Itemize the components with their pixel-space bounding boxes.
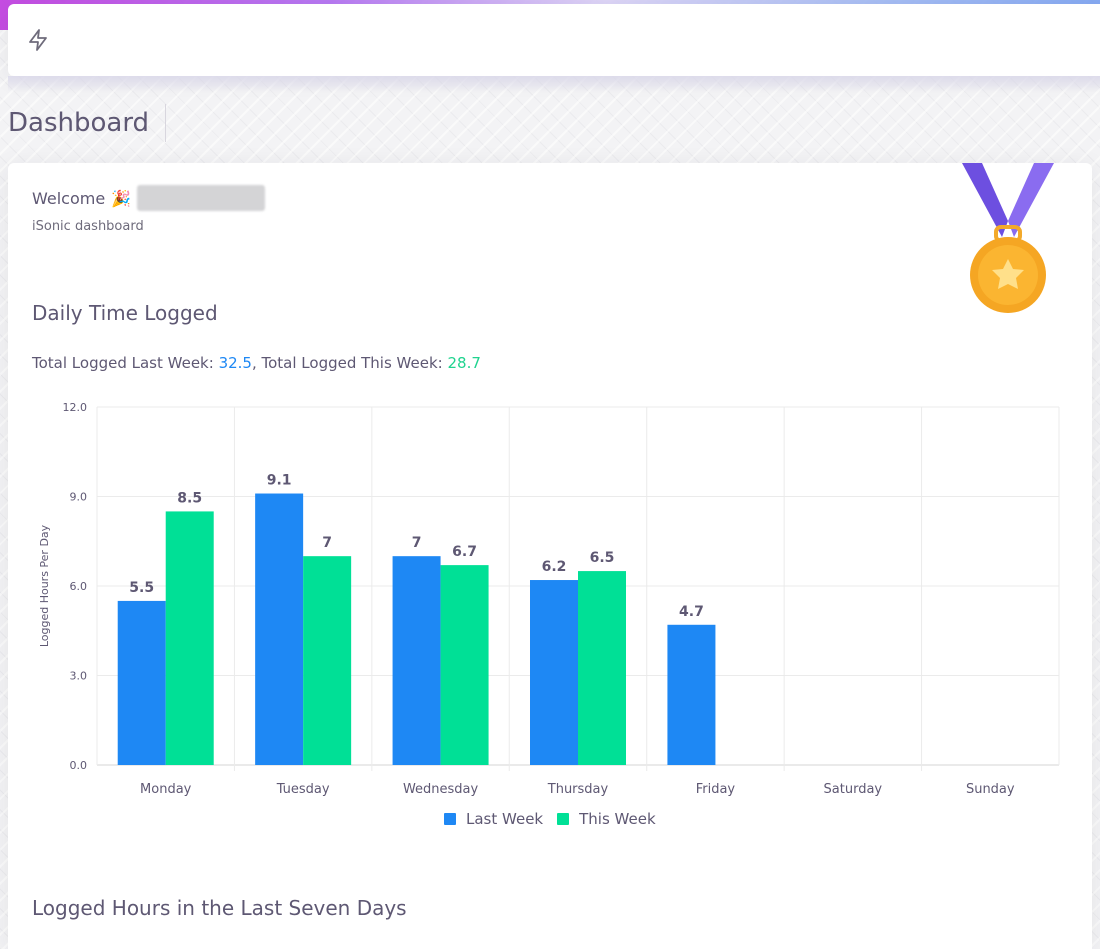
chart-data-labels: 5.5 8.5 9.1 7 7 6.7 6.2 6.5 4.7 [129, 473, 704, 620]
bar-last-week[interactable] [530, 580, 578, 765]
bar-value-label: 6.5 [590, 550, 615, 566]
bar-last-week[interactable] [392, 556, 441, 765]
legend-swatch-last-week [444, 813, 456, 825]
bar-value-label: 6.2 [542, 559, 567, 575]
bar-this-week[interactable] [303, 556, 352, 765]
legend-label-this-week: This Week [579, 810, 656, 828]
dashboard-subtitle: iSonic dashboard [32, 219, 144, 234]
bar-value-label: 5.5 [129, 580, 154, 596]
y-tick-label: 9.0 [70, 491, 88, 504]
x-tick-label: Tuesday [276, 782, 330, 797]
bar-value-label: 7 [322, 535, 332, 551]
legend-label-last-week: Last Week [466, 810, 544, 828]
medal-icon [962, 163, 1054, 313]
y-tick-label: 12.0 [63, 401, 88, 414]
x-tick-label: Saturday [824, 782, 883, 797]
bar-value-label: 7 [412, 535, 422, 551]
navbar-shadow [8, 76, 1100, 92]
bar-last-week[interactable] [117, 600, 166, 765]
y-tick-label: 3.0 [70, 670, 88, 683]
bar-this-week[interactable] [578, 571, 626, 765]
dashboard-card: Welcome 🎉 iSonic dashboard Daily Time Lo… [8, 163, 1092, 949]
daily-time-title: Daily Time Logged [32, 301, 218, 325]
party-popper-icon: 🎉 [111, 188, 132, 208]
daily-time-chart: 0.0 3.0 6.0 9.0 12.0 5.5 8.5 9.1 7 7 6.7 6.2 6.5 4.7… [38, 401, 1060, 797]
bar-value-label: 4.7 [679, 604, 704, 620]
bar-value-label: 9.1 [267, 473, 292, 489]
legend-item-this-week[interactable]: This Week [557, 810, 656, 828]
welcome-text: Welcome [32, 188, 106, 208]
top-navbar [8, 4, 1100, 76]
total-this-week-value: 28.7 [447, 354, 481, 372]
bolt-icon[interactable] [26, 28, 50, 52]
bar-last-week[interactable] [255, 493, 304, 765]
bar-this-week[interactable] [165, 511, 214, 765]
chart-x-ticks: Monday Tuesday Wednesday Thursday Friday Satu… [140, 782, 1015, 797]
user-name-redacted [137, 185, 266, 211]
legend-item-last-week[interactable]: Last Week [444, 810, 543, 828]
total-last-week-value: 32.5 [218, 354, 252, 372]
totals-label-last: Total Logged Last Week: [32, 354, 219, 372]
bar-value-label: 6.7 [452, 544, 477, 560]
bar-this-week[interactable] [440, 565, 489, 765]
logged-hours-section-title: Logged Hours in the Last Seven Days [32, 896, 407, 920]
bar-value-label: 8.5 [177, 490, 202, 506]
page-title: Dashboard [8, 104, 167, 142]
x-tick-label: Thursday [547, 782, 609, 797]
weekly-totals: Total Logged Last Week: 32.5, Total Logg… [32, 354, 481, 372]
bar-last-week[interactable] [667, 624, 716, 765]
chart-y-axis-label: Logged Hours Per Day [38, 524, 51, 647]
legend-swatch-this-week [557, 813, 570, 825]
x-tick-label: Wednesday [403, 782, 479, 797]
x-tick-label: Monday [140, 782, 192, 797]
y-tick-label: 6.0 [70, 580, 88, 593]
chart-y-ticks: 0.0 3.0 6.0 9.0 12.0 [63, 401, 88, 772]
x-tick-label: Sunday [966, 782, 1015, 797]
y-tick-label: 0.0 [70, 759, 88, 772]
chart-legend: Last Week This Week [444, 810, 670, 828]
x-tick-label: Friday [696, 782, 736, 797]
totals-label-this: , Total Logged This Week: [251, 354, 448, 372]
welcome-line: Welcome 🎉 [32, 185, 266, 211]
chart-bars [117, 493, 716, 765]
